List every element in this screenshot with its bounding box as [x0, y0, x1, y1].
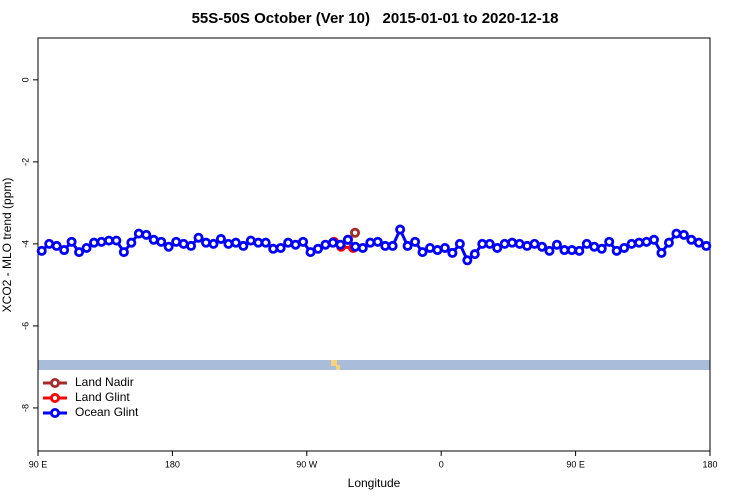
point — [238, 240, 249, 251]
point — [268, 243, 279, 254]
point — [215, 233, 226, 244]
point — [156, 236, 167, 247]
point — [298, 236, 309, 247]
point — [223, 238, 234, 249]
point — [596, 243, 607, 254]
point — [447, 247, 458, 258]
point — [454, 238, 465, 249]
point — [417, 247, 428, 258]
y-tick-label: -2 — [20, 158, 30, 166]
point — [566, 245, 577, 256]
point — [693, 237, 704, 248]
x-tick-label: 180 — [702, 459, 717, 469]
point — [492, 242, 503, 253]
point — [395, 224, 406, 235]
point — [118, 247, 129, 258]
point — [537, 241, 548, 252]
point — [335, 239, 346, 250]
land-speck — [331, 360, 337, 366]
x-tick-label: 90 E — [566, 459, 585, 469]
point — [208, 238, 219, 249]
point — [439, 242, 450, 253]
x-axis-label: Longitude — [348, 476, 401, 490]
point — [551, 239, 562, 250]
point — [133, 228, 144, 239]
y-tick-label: -8 — [20, 404, 30, 412]
point — [626, 238, 637, 249]
point — [656, 247, 667, 258]
legend-marker — [50, 377, 61, 388]
point — [186, 240, 197, 251]
land-speck — [336, 365, 340, 370]
x-tick-label: 90 W — [296, 459, 318, 469]
point — [469, 249, 480, 260]
legend-marker — [50, 407, 61, 418]
point — [357, 242, 368, 253]
point — [604, 236, 615, 247]
point — [89, 237, 100, 248]
x-tick-label: 180 — [165, 459, 180, 469]
point — [410, 236, 421, 247]
point — [141, 229, 152, 240]
chart-title: 55S-50S October (Ver 10) 2015-01-01 to 2… — [192, 10, 559, 27]
point — [275, 242, 286, 253]
point — [365, 237, 376, 248]
x-tick-label: 0 — [439, 459, 444, 469]
y-axis-label: XCO2 - MLO trend (ppm) — [0, 178, 14, 313]
land-strip — [38, 360, 710, 370]
point — [350, 227, 361, 238]
point — [574, 245, 585, 256]
point — [507, 237, 518, 248]
point — [305, 247, 316, 258]
point — [193, 232, 204, 243]
point — [230, 237, 241, 248]
point — [66, 236, 77, 247]
x-tick-label: 90 E — [29, 459, 48, 469]
point — [51, 240, 62, 251]
point — [350, 241, 361, 252]
point — [372, 236, 383, 247]
point — [126, 237, 137, 248]
point — [663, 237, 674, 248]
point — [342, 234, 353, 245]
point — [701, 240, 712, 251]
point — [59, 245, 70, 256]
legend-marker — [50, 392, 61, 403]
y-tick-label: -6 — [20, 322, 30, 330]
point — [81, 242, 92, 253]
point — [678, 229, 689, 240]
y-tick-label: 0 — [20, 77, 30, 82]
point — [312, 243, 323, 254]
point — [200, 237, 211, 248]
point — [96, 236, 107, 247]
point — [260, 237, 271, 248]
point — [671, 228, 682, 239]
point — [462, 255, 473, 266]
point — [634, 237, 645, 248]
point — [402, 240, 413, 251]
legend-label: Land Glint — [75, 390, 130, 404]
point — [499, 238, 510, 249]
point — [36, 245, 47, 256]
point — [111, 235, 122, 246]
point — [387, 240, 398, 251]
point — [544, 245, 555, 256]
legend-label: Ocean Glint — [75, 405, 139, 419]
y-tick-label: -4 — [20, 240, 30, 248]
point — [484, 238, 495, 249]
point — [163, 241, 174, 252]
legend-label: Land Nadir — [75, 375, 134, 389]
point — [74, 247, 85, 258]
point — [619, 242, 630, 253]
point — [649, 234, 660, 245]
